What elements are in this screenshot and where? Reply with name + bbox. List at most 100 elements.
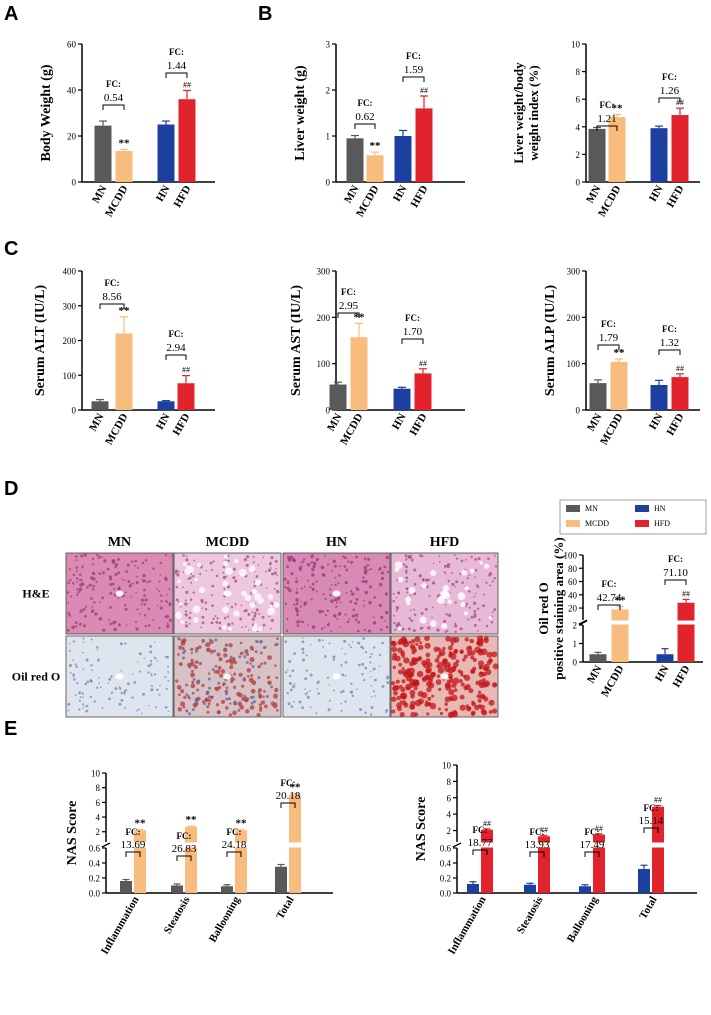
tile-speck [284, 586, 287, 589]
fc-value: 1.32 [660, 337, 679, 349]
tile-speck [75, 577, 79, 580]
tile-speck [473, 595, 476, 598]
tile-vessel [115, 590, 124, 597]
tile-speck [413, 686, 418, 691]
tile-speck [254, 650, 258, 654]
tile-vacuole [441, 623, 448, 630]
tile-speck [444, 604, 447, 606]
fc-label: FC: [169, 47, 184, 57]
tile-speck [414, 699, 422, 707]
fc-label: FC: [662, 324, 677, 334]
tile-speck [444, 708, 449, 712]
tile-speck [304, 692, 307, 695]
tile-speck [350, 645, 353, 649]
tile-speck [464, 637, 470, 642]
significance-mark: ** [612, 102, 624, 114]
bar-MN [94, 125, 112, 182]
tile-speck [147, 664, 151, 668]
tile-speck [392, 592, 395, 595]
tile-speck [276, 574, 279, 577]
tile-speck [363, 678, 366, 682]
tile-speck [194, 698, 198, 702]
tile-speck [286, 565, 289, 569]
tile-speck [493, 554, 496, 557]
tile-speck [217, 710, 221, 715]
tile-speck [196, 688, 200, 692]
tile-speck [479, 671, 483, 675]
tile-speck [107, 618, 110, 621]
tile-speck [410, 619, 414, 623]
y-tick-label: 100 [567, 359, 581, 369]
tile-speck [251, 665, 255, 669]
fc-bracket [664, 579, 687, 585]
tile-speck [257, 564, 260, 567]
tile-vessel [332, 673, 341, 680]
panel-letter-A: A [4, 3, 18, 25]
tile-speck [364, 711, 367, 714]
tile-speck [130, 595, 133, 598]
tile-speck [262, 646, 266, 650]
fc-bracket [529, 851, 545, 857]
tile-speck [243, 610, 245, 613]
tile-speck [80, 578, 83, 582]
tile-speck [431, 581, 436, 585]
tile-speck [419, 554, 423, 557]
tile-speck [149, 659, 153, 663]
tile-speck [227, 623, 231, 627]
tile-speck [426, 701, 432, 707]
tile-speck [82, 668, 85, 670]
tile-speck [366, 564, 370, 567]
tile-speck [160, 594, 163, 597]
tile-speck [483, 593, 485, 596]
tile-speck [295, 580, 299, 584]
tile-speck [361, 580, 365, 583]
tile-speck [140, 598, 145, 603]
tile-vacuole [251, 588, 258, 595]
tile-speck [305, 693, 308, 696]
tile-speck [73, 678, 76, 681]
tile-speck [155, 706, 158, 709]
tile-speck [136, 709, 138, 712]
y-tick-label: 4 [576, 122, 581, 132]
legend-label: HN [654, 504, 666, 513]
y-tick-label: 8 [447, 777, 452, 787]
tile-speck [212, 617, 215, 621]
significance-mark: ** [119, 137, 131, 149]
tile-speck [428, 595, 431, 598]
tile-speck [82, 641, 85, 643]
tile-speck [90, 638, 93, 641]
tile-speck [225, 575, 228, 578]
tile-speck [270, 701, 276, 706]
fc-label: FC: [585, 827, 600, 837]
y-tick-label: 2 [576, 150, 581, 160]
tile-vacuole [405, 596, 412, 603]
tile-speck [341, 673, 345, 677]
tile-speck [67, 709, 70, 712]
tile-speck [189, 576, 192, 580]
tile-speck [71, 625, 75, 630]
tile-speck [405, 580, 408, 583]
tile-speck [234, 603, 237, 606]
y-tick-label: 0 [72, 178, 77, 188]
fc-value: 8.56 [102, 291, 122, 303]
tile-speck [405, 558, 408, 561]
tile-speck [251, 680, 257, 686]
tile-speck [233, 685, 237, 689]
tile-speck [454, 585, 456, 588]
y-axis-label: Body Weight (g) [39, 64, 54, 161]
tile-speck [215, 703, 220, 707]
tile-speck [275, 676, 279, 680]
tile-speck [392, 652, 398, 658]
tile-speck [148, 580, 152, 583]
tile-speck [425, 652, 431, 658]
tile-speck [344, 580, 348, 585]
tile-speck [425, 578, 429, 582]
bar-HFD [178, 99, 196, 182]
tile-speck [135, 627, 139, 631]
y-tick-label: 0 [326, 406, 331, 416]
tile-speck [452, 677, 460, 685]
tile-speck [369, 670, 372, 673]
tile-speck [189, 661, 195, 667]
x-tick-label: Total [637, 895, 659, 922]
